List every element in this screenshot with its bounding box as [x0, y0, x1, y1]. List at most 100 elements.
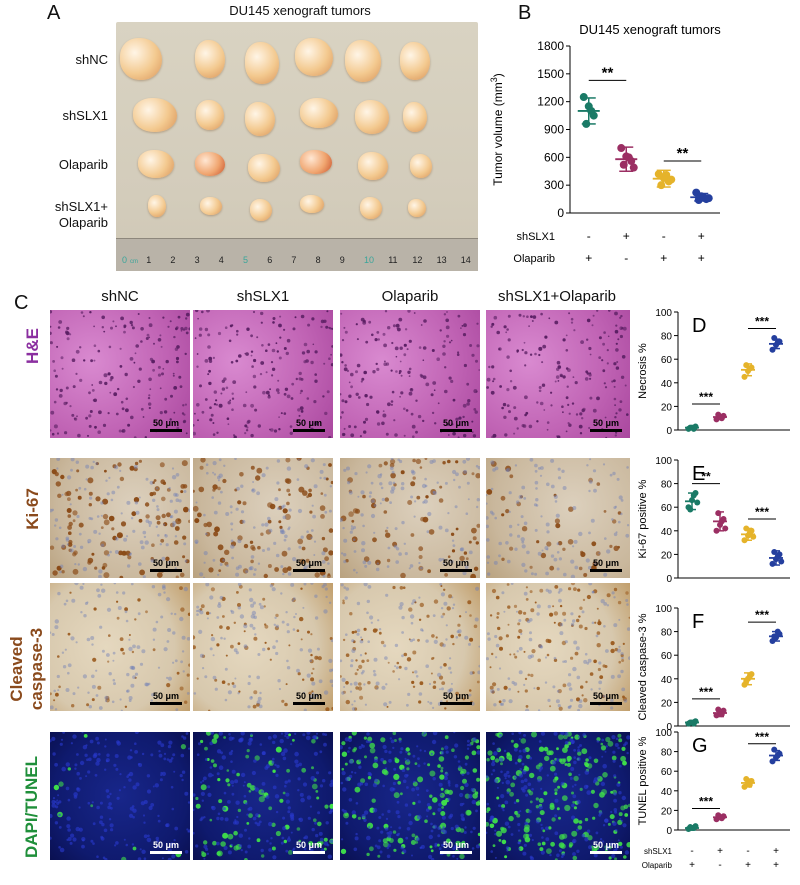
scale-bar-line	[590, 851, 622, 854]
tumor	[403, 102, 427, 132]
data-point	[713, 527, 720, 534]
data-point	[617, 144, 626, 153]
tumor	[195, 40, 225, 78]
micrograph-texture	[50, 310, 190, 438]
condition-value: +	[689, 860, 695, 871]
y-axis-label: Cleaved caspase-3 %	[637, 613, 649, 720]
micrograph-texture	[486, 583, 630, 711]
row-label-shslx1: shSLX1	[62, 108, 108, 123]
scale-bar: 50 μm	[590, 691, 622, 705]
micrograph-texture	[193, 583, 333, 711]
data-point	[746, 781, 753, 788]
ruler-number: 2	[170, 255, 176, 265]
scale-bar-label: 50 μm	[442, 558, 470, 568]
y-tick-label: 20	[661, 698, 673, 709]
chart-f: 0 20 40 60 80 100 Cleaved caspase-3 % *** *** F	[637, 604, 790, 733]
data-point	[778, 558, 785, 565]
scale-bar-label: 50 μm	[295, 840, 323, 850]
micrograph-texture	[340, 310, 480, 438]
ruler	[116, 238, 478, 271]
condition-value: -	[746, 846, 749, 857]
y-tick-label: 0	[666, 722, 672, 733]
scale-bar-line	[590, 569, 622, 572]
data-point	[715, 510, 722, 517]
col-header-shnc: shNC	[101, 288, 139, 305]
scale-bar-label: 50 μm	[295, 418, 323, 428]
scale-bar: 50 μm	[293, 418, 325, 432]
condition-value: +	[773, 860, 779, 871]
condition-value: -	[624, 251, 628, 265]
tumor	[400, 42, 430, 80]
data-point	[774, 339, 781, 346]
micrograph-casp: 50 μm	[193, 583, 333, 711]
tumor	[195, 152, 225, 176]
scale-bar: 50 μm	[293, 840, 325, 854]
y-tick-label: 300	[544, 178, 564, 192]
tumor	[408, 199, 426, 217]
col-header-shslx1: shSLX1	[236, 288, 290, 305]
y-tick-label: 20	[661, 402, 673, 413]
y-tick-label: 100	[655, 728, 672, 739]
micrograph-tunel: 50 μm	[340, 732, 480, 860]
data-point	[769, 346, 776, 353]
micrograph-ki67: 50 μm	[50, 458, 190, 578]
y-tick-label: 40	[661, 787, 673, 798]
micrograph-texture	[193, 310, 333, 438]
ruler-number: 9	[339, 255, 345, 265]
scale-bar-line	[293, 429, 325, 432]
y-tick-label: 80	[661, 748, 673, 759]
data-point	[657, 181, 666, 190]
tumor	[133, 98, 177, 132]
y-tick-label: 20	[661, 550, 673, 561]
y-tick-label: 0	[666, 574, 672, 585]
col-header-olaparib: Olaparib	[381, 288, 439, 305]
scale-bar-label: 50 μm	[295, 691, 323, 701]
y-axis-label: Tumor volume (mm3)	[489, 73, 505, 186]
panel-letter: E	[692, 463, 705, 485]
chart-b: DU145 xenograft tumors 0 300 600 900 1200 1500…	[489, 22, 721, 265]
scale-bar-label: 50 μm	[152, 418, 180, 428]
y-tick-label: 600	[544, 150, 564, 164]
micrograph-casp: 50 μm	[340, 583, 480, 711]
chart-b-title: DU145 xenograft tumors	[579, 22, 721, 37]
y-tick-label: 40	[661, 527, 673, 538]
tumor	[355, 100, 389, 134]
scale-bar-line	[440, 702, 472, 705]
scale-bar-label: 50 μm	[442, 840, 470, 850]
condition-value: -	[690, 846, 693, 857]
scale-bar-label: 50 μm	[295, 558, 323, 568]
condition-value: +	[585, 251, 592, 265]
data-point	[624, 153, 633, 162]
scale-bar: 50 μm	[293, 558, 325, 572]
ruler-number: 3	[194, 255, 200, 265]
significance-label: ***	[699, 685, 713, 699]
scale-bar: 50 μm	[590, 418, 622, 432]
data-point	[743, 525, 750, 532]
data-point	[722, 525, 729, 532]
y-axis-label: TUNEL positive %	[637, 736, 649, 825]
condition-value: +	[717, 846, 723, 857]
scale-bar-line	[150, 569, 182, 572]
significance-label: ***	[755, 315, 769, 329]
data-point	[741, 373, 748, 380]
micrograph-ki67: 50 μm	[193, 458, 333, 578]
tumor	[345, 40, 381, 82]
data-point	[694, 499, 701, 506]
condition-row-label: Olaparib	[642, 861, 673, 870]
significance-label: **	[602, 64, 614, 81]
scale-bar: 50 μm	[440, 691, 472, 705]
micrograph-ki67: 50 μm	[486, 458, 630, 578]
data-point	[690, 825, 697, 832]
condition-value: -	[718, 860, 721, 871]
scale-bar-line	[440, 429, 472, 432]
y-axis-label: Necrosis %	[637, 343, 649, 399]
micrograph-texture	[193, 732, 333, 860]
scale-bar: 50 μm	[150, 840, 182, 854]
tumor	[196, 100, 224, 130]
condition-value: +	[698, 251, 705, 265]
row-label-he: H&E	[23, 328, 42, 364]
y-axis-label: Ki-67 positive %	[637, 479, 649, 558]
scale-bar-line	[293, 569, 325, 572]
data-point	[771, 746, 778, 753]
micrograph-texture	[486, 458, 630, 578]
